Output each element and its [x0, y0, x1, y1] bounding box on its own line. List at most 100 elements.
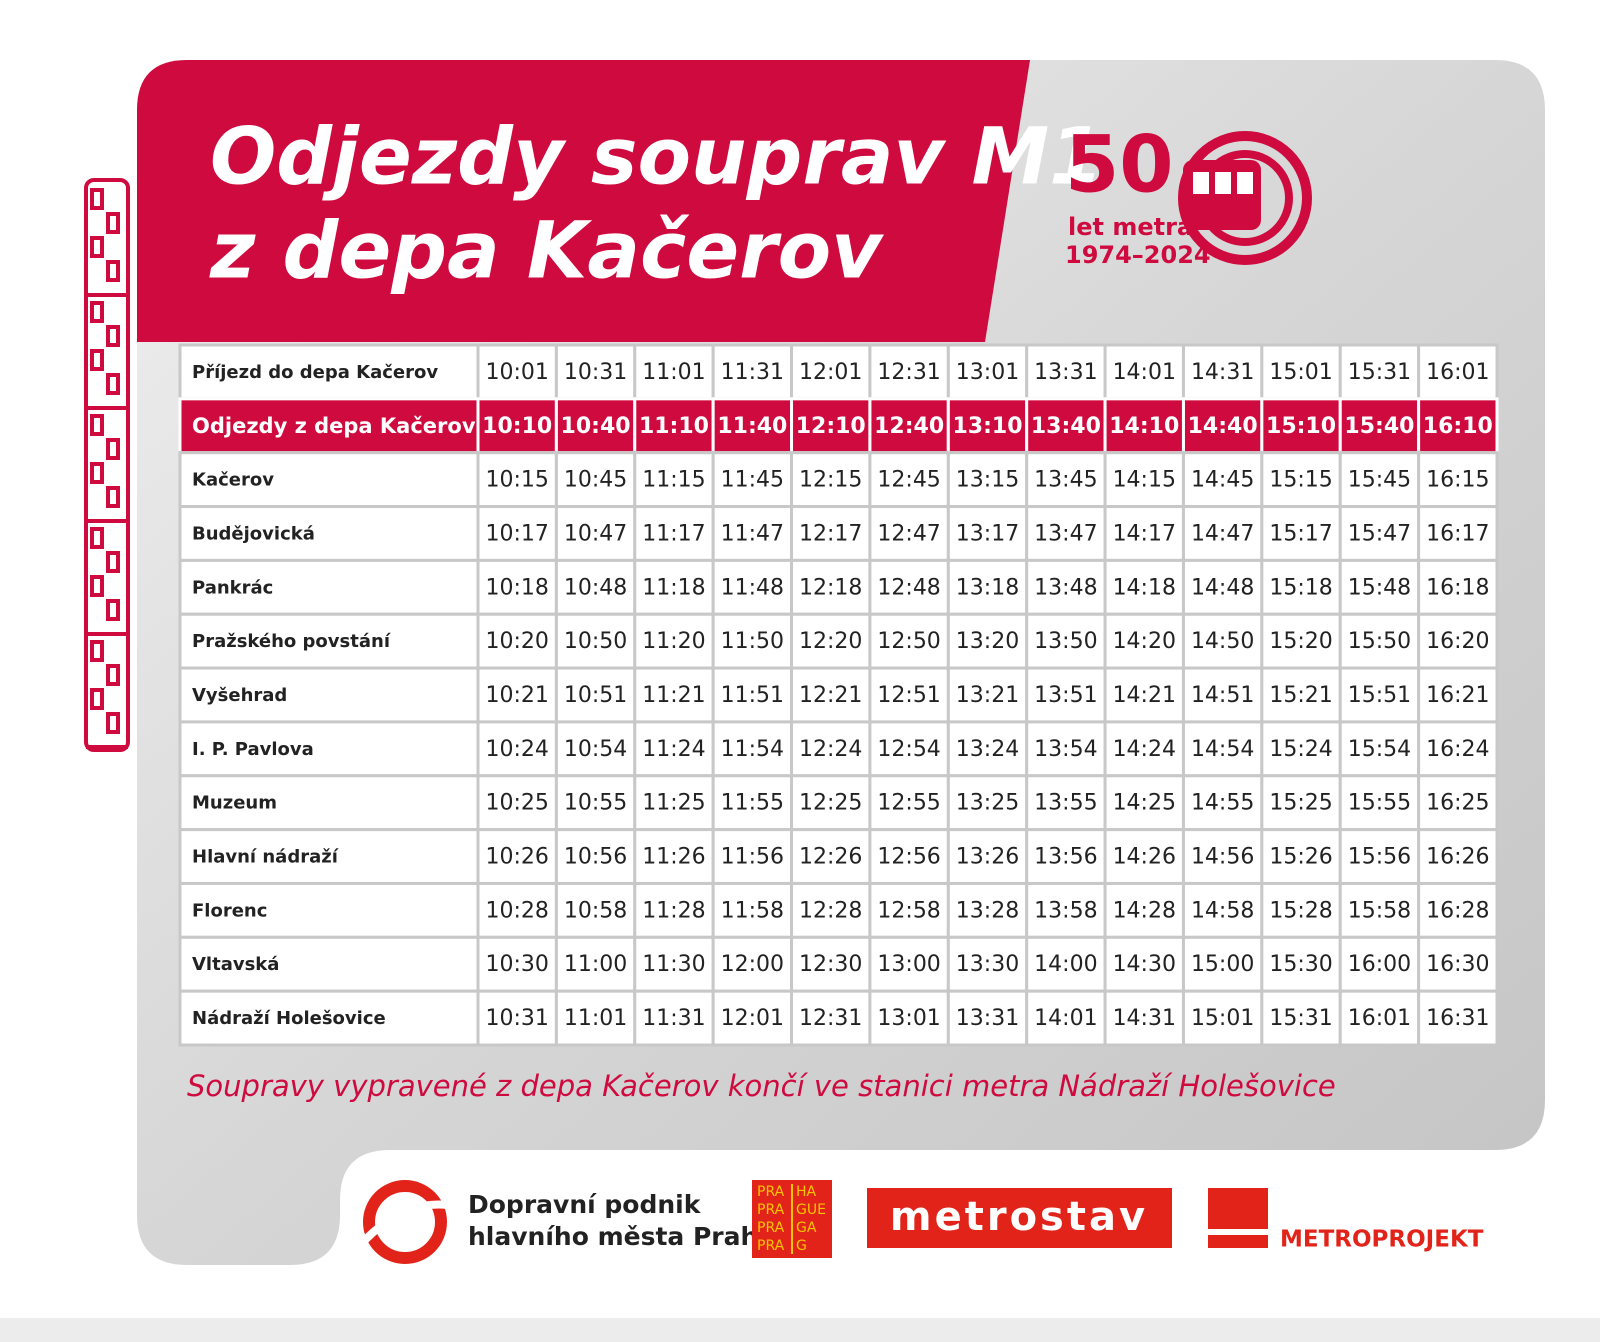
cell [1025, 505, 1107, 562]
time: 11:17 [642, 521, 705, 546]
cell [1025, 558, 1107, 616]
time: 13:31 [1034, 360, 1097, 385]
cell [1260, 774, 1342, 832]
train-window [90, 236, 104, 258]
time: 12:25 [799, 791, 862, 816]
time: 10:30 [485, 952, 548, 977]
cell [1260, 505, 1342, 562]
anniversary-badge: 50 let metra 1974–2024 [1065, 120, 1312, 269]
time: 11:48 [721, 575, 784, 600]
badge-text: let metra [1068, 213, 1193, 241]
train-window [90, 414, 104, 436]
row-label: Kačerov [192, 470, 274, 491]
time: 16:15 [1426, 468, 1489, 493]
time: 14:01 [1034, 1006, 1097, 1031]
time: 15:58 [1348, 898, 1411, 923]
cell [1181, 397, 1264, 455]
cell [1103, 397, 1185, 455]
cell [868, 505, 950, 562]
time: 13:18 [956, 575, 1019, 600]
train-window [90, 188, 104, 210]
praha-text: GUE [796, 1202, 826, 1218]
time: 11:28 [642, 898, 705, 923]
time: 12:47 [877, 521, 940, 546]
cell [633, 612, 715, 670]
time: 12:31 [877, 360, 940, 385]
time: 12:01 [721, 1006, 784, 1031]
train-window [106, 664, 120, 686]
train-window [106, 438, 120, 460]
time: 10:21 [485, 683, 548, 708]
train-window [90, 575, 104, 597]
time: 15:40 [1344, 414, 1414, 439]
title-line: Odjezdy souprav M1 [210, 112, 1103, 202]
cell [476, 397, 558, 455]
time: 10:54 [564, 737, 627, 762]
time: 13:28 [956, 898, 1019, 923]
cell [633, 720, 715, 778]
time: 15:50 [1348, 629, 1411, 654]
time: 16:20 [1426, 629, 1489, 654]
badge-text: 1974–2024 [1065, 241, 1211, 269]
cell [178, 989, 480, 1047]
praha-text: HA [796, 1184, 817, 1200]
time: 14:17 [1113, 521, 1176, 546]
time: 10:48 [564, 575, 627, 600]
time: 14:20 [1113, 629, 1176, 654]
time: 10:01 [485, 360, 548, 385]
time: 16:25 [1426, 791, 1489, 816]
time: 12:20 [799, 629, 862, 654]
time: 15:47 [1348, 521, 1411, 546]
cell [476, 828, 558, 885]
cell [1417, 558, 1499, 616]
cell [1103, 881, 1185, 939]
cell [633, 828, 715, 885]
train-window [106, 212, 120, 234]
time: 12:21 [799, 683, 862, 708]
cell [1338, 989, 1421, 1047]
cell [711, 881, 794, 939]
praha-text: PRA [757, 1238, 785, 1254]
cell [633, 397, 715, 455]
praha-text: GA [796, 1220, 817, 1236]
time: 15:24 [1269, 737, 1332, 762]
cell [1338, 935, 1421, 993]
time: 14:58 [1191, 898, 1254, 923]
time: 15:25 [1269, 791, 1332, 816]
cell [1181, 828, 1264, 885]
row-label: Nádraží Holešovice [192, 1008, 386, 1029]
time: 13:48 [1034, 575, 1097, 600]
time: 14:51 [1191, 683, 1254, 708]
time: 13:26 [956, 845, 1019, 870]
row-label: Hlavní nádraží [192, 847, 339, 868]
cell [476, 612, 558, 670]
cell [790, 397, 872, 455]
cell [633, 935, 715, 993]
time: 15:31 [1348, 360, 1411, 385]
time: 14:47 [1191, 521, 1254, 546]
cell [1103, 828, 1185, 885]
time: 15:45 [1348, 468, 1411, 493]
time: 12:54 [877, 737, 940, 762]
time: 12:55 [877, 791, 940, 816]
cell [1338, 397, 1421, 455]
time: 12:18 [799, 575, 862, 600]
time: 14:25 [1113, 791, 1176, 816]
title-line: z depa Kačerov [209, 206, 884, 296]
cell [1181, 989, 1264, 1047]
time: 14:48 [1191, 575, 1254, 600]
time: 12:26 [799, 845, 862, 870]
cell [1417, 828, 1499, 885]
cell [711, 505, 794, 562]
time: 15:10 [1266, 414, 1336, 439]
time: 13:45 [1034, 468, 1097, 493]
cell [868, 451, 950, 509]
time: 13:24 [956, 737, 1019, 762]
time: 14:21 [1113, 683, 1176, 708]
time: 10:50 [564, 629, 627, 654]
cell [1417, 343, 1499, 401]
cell [476, 989, 558, 1047]
time: 11:18 [642, 575, 705, 600]
time: 11:50 [721, 629, 784, 654]
